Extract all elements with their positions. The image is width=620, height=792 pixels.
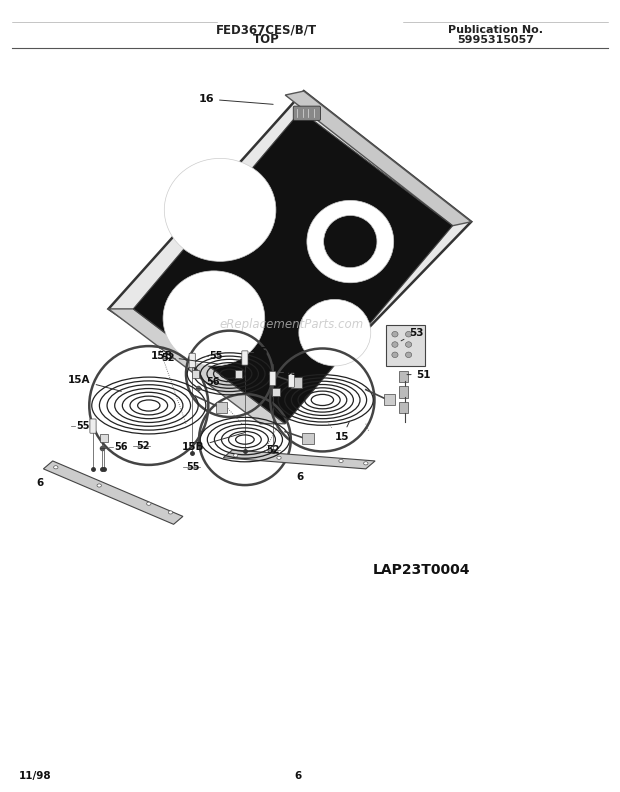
Text: 6: 6 — [36, 478, 43, 488]
Text: 55: 55 — [254, 348, 268, 357]
Ellipse shape — [405, 331, 412, 337]
Polygon shape — [133, 111, 453, 424]
Polygon shape — [108, 91, 471, 424]
Text: 56: 56 — [114, 443, 128, 452]
Ellipse shape — [363, 462, 368, 465]
Ellipse shape — [233, 454, 237, 457]
Text: 16: 16 — [198, 94, 273, 105]
Ellipse shape — [146, 502, 151, 505]
Text: 6: 6 — [296, 472, 304, 482]
Text: 55: 55 — [76, 421, 90, 431]
FancyBboxPatch shape — [90, 419, 96, 433]
Ellipse shape — [277, 456, 281, 459]
Ellipse shape — [163, 271, 265, 366]
FancyBboxPatch shape — [291, 377, 302, 388]
FancyBboxPatch shape — [192, 370, 199, 378]
FancyBboxPatch shape — [189, 353, 195, 367]
FancyBboxPatch shape — [399, 371, 408, 382]
Polygon shape — [43, 461, 183, 524]
FancyBboxPatch shape — [242, 351, 248, 365]
FancyBboxPatch shape — [384, 394, 395, 406]
Ellipse shape — [392, 331, 398, 337]
FancyBboxPatch shape — [216, 402, 227, 413]
Text: Publication No.: Publication No. — [448, 25, 544, 35]
Ellipse shape — [53, 466, 58, 469]
Ellipse shape — [299, 299, 371, 366]
Polygon shape — [223, 450, 375, 469]
Text: 15A: 15A — [68, 375, 122, 391]
Text: 6: 6 — [294, 771, 301, 781]
FancyBboxPatch shape — [100, 434, 108, 442]
FancyBboxPatch shape — [399, 386, 408, 398]
FancyBboxPatch shape — [386, 325, 425, 366]
FancyBboxPatch shape — [399, 402, 408, 413]
Ellipse shape — [169, 511, 172, 514]
Polygon shape — [108, 309, 285, 424]
Text: 53: 53 — [401, 328, 423, 341]
FancyBboxPatch shape — [293, 106, 321, 120]
Ellipse shape — [307, 200, 394, 283]
Text: 51: 51 — [407, 370, 431, 379]
FancyBboxPatch shape — [235, 370, 242, 378]
Ellipse shape — [324, 215, 377, 268]
Ellipse shape — [405, 352, 412, 357]
Text: 15B: 15B — [182, 432, 246, 452]
Text: 55: 55 — [186, 463, 200, 472]
FancyBboxPatch shape — [303, 433, 314, 444]
Text: 5995315057: 5995315057 — [458, 35, 534, 44]
Text: 52: 52 — [136, 441, 150, 451]
Text: 55: 55 — [284, 367, 298, 377]
Text: 55: 55 — [210, 352, 223, 361]
Text: 56: 56 — [206, 377, 220, 386]
Ellipse shape — [405, 342, 412, 347]
Text: TOP: TOP — [253, 33, 280, 46]
Text: 15: 15 — [335, 422, 349, 442]
Ellipse shape — [339, 459, 343, 463]
Ellipse shape — [97, 484, 102, 487]
FancyBboxPatch shape — [288, 373, 294, 387]
Ellipse shape — [392, 342, 398, 347]
Ellipse shape — [392, 352, 398, 357]
Text: 11/98: 11/98 — [19, 771, 51, 781]
Text: 52: 52 — [161, 353, 175, 363]
Text: FED367CES/B/T: FED367CES/B/T — [216, 24, 317, 36]
Text: 15B: 15B — [151, 352, 218, 364]
FancyBboxPatch shape — [272, 388, 280, 396]
Text: 52: 52 — [267, 445, 280, 455]
Polygon shape — [285, 91, 471, 226]
Text: LAP23T0004: LAP23T0004 — [373, 563, 471, 577]
Ellipse shape — [164, 158, 276, 261]
Text: eReplacementParts.com: eReplacementParts.com — [219, 318, 363, 331]
FancyBboxPatch shape — [270, 371, 276, 386]
